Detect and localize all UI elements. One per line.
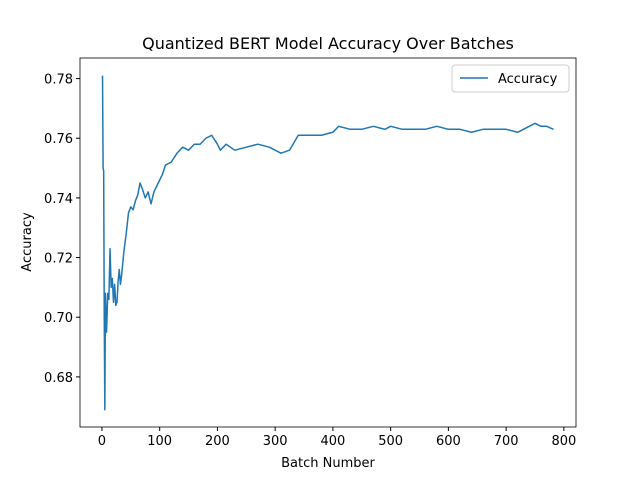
x-axis-label: Batch Number xyxy=(281,456,375,471)
y-axis-label: Accuracy xyxy=(20,212,35,272)
legend-box xyxy=(451,64,570,93)
x-tick-label: 200 xyxy=(205,434,230,449)
x-tick-label: 500 xyxy=(378,434,403,449)
data-line xyxy=(101,75,554,411)
x-tick-label: 0 xyxy=(98,434,106,449)
y-tick-label: 0.70 xyxy=(44,311,73,326)
x-tick-label: 300 xyxy=(263,434,288,449)
x-tick-label: 700 xyxy=(494,434,519,449)
chart-title: Quantized BERT Model Accuracy Over Batch… xyxy=(142,34,514,53)
x-tick-label: 100 xyxy=(147,434,172,449)
y-tick-label: 0.74 xyxy=(44,192,73,207)
y-tick-label: 0.76 xyxy=(44,132,73,147)
x-tick-label: 600 xyxy=(436,434,461,449)
y-tick-label: 0.68 xyxy=(44,371,73,386)
x-tick-label: 400 xyxy=(320,434,345,449)
y-tick-label: 0.72 xyxy=(44,252,73,267)
x-tick-label: 800 xyxy=(551,434,576,449)
axes-frame xyxy=(79,57,577,428)
y-tick-label: 0.78 xyxy=(44,73,73,88)
legend-label: Accuracy xyxy=(498,72,558,87)
